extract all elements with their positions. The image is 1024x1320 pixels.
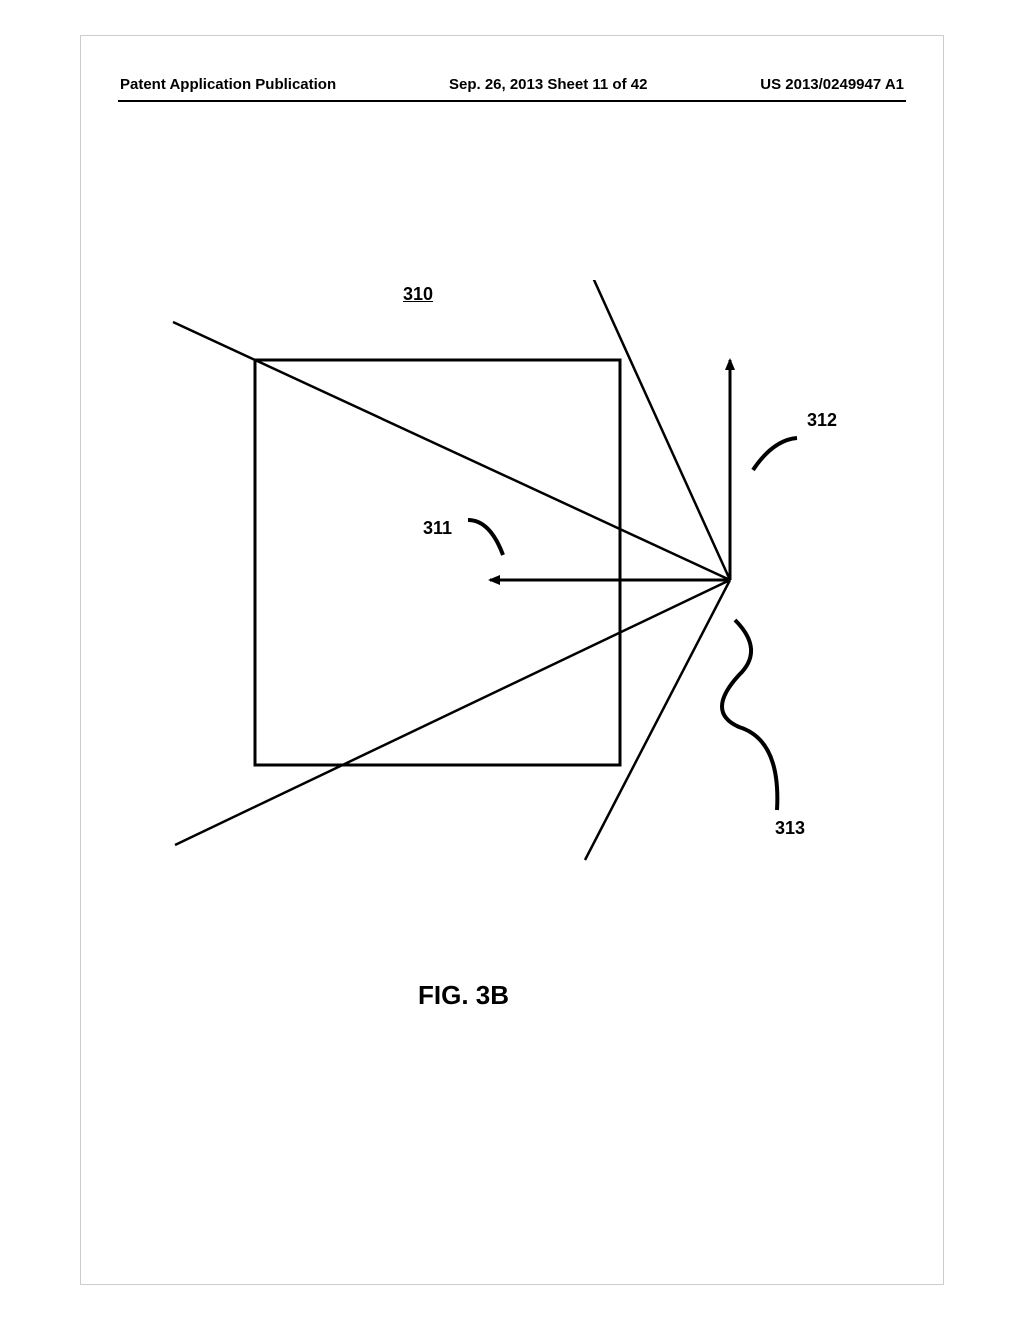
header-center: Sep. 26, 2013 Sheet 11 of 42 (449, 76, 647, 93)
ref-label-310: 310 (403, 284, 433, 305)
header-left: Patent Application Publication (120, 76, 336, 93)
ref-label-313: 313 (775, 818, 805, 839)
figure-3b: 310 311 312 313 (145, 280, 825, 900)
header-right: US 2013/0249947 A1 (760, 76, 904, 93)
figure-svg (145, 280, 865, 900)
header-rule (118, 100, 906, 102)
ref-label-311: 311 (423, 518, 452, 539)
ref-label-312: 312 (807, 410, 837, 431)
page-header: Patent Application Publication Sep. 26, … (120, 76, 904, 93)
figure-caption: FIG. 3B (418, 980, 509, 1011)
